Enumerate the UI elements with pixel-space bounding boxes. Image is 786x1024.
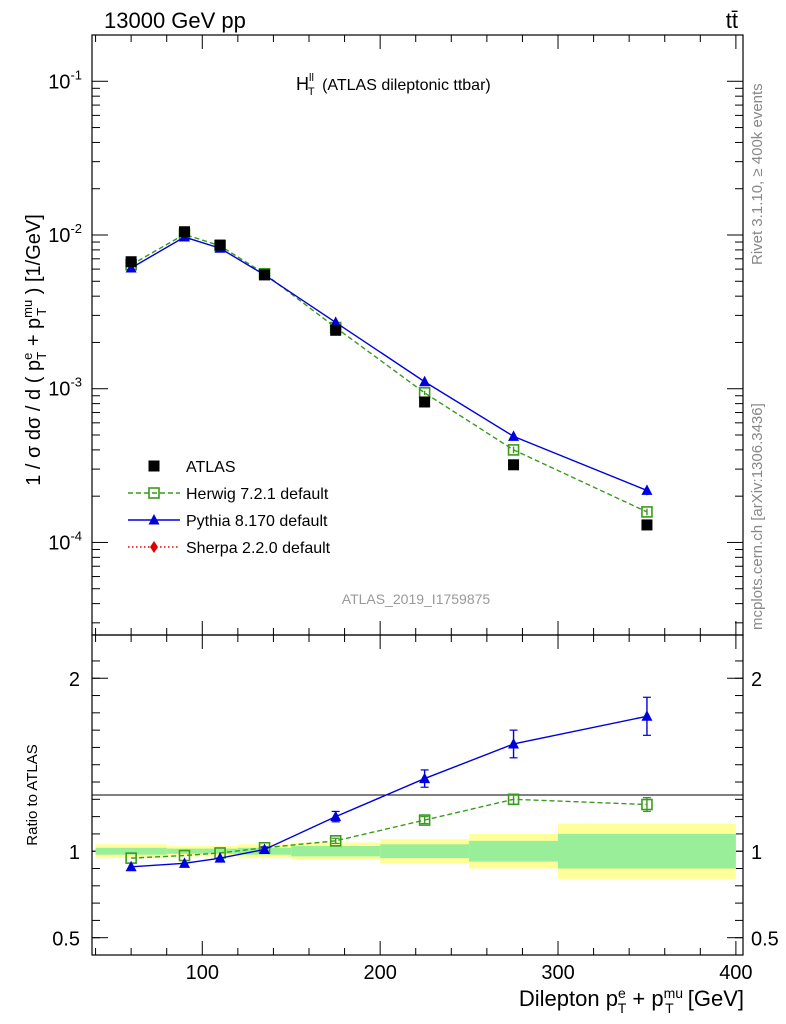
legend: ATLAS Herwig 7.2.1 default Pythia 8.170 de… <box>128 459 331 557</box>
legend-label: Sherpa 2.2.0 default <box>186 540 331 557</box>
uncertainty-band-inner <box>202 848 238 854</box>
legend-marker <box>150 541 158 553</box>
y-tick-label: 10-4 <box>48 528 82 554</box>
title-rest: (ATLAS dileptonic ttbar) <box>318 77 491 94</box>
data-point <box>641 484 653 495</box>
legend-label: ATLAS <box>186 459 236 476</box>
data-point <box>508 459 520 471</box>
ratio-point <box>178 857 190 868</box>
uncertainty-band-inner <box>95 847 167 855</box>
ratio-point <box>508 737 520 749</box>
y-tick-label: 10-3 <box>48 375 82 401</box>
ratio-point <box>418 814 431 826</box>
x-tick-label: 200 <box>363 962 396 984</box>
title-main: H <box>296 74 309 94</box>
title-superscript: ll <box>309 72 314 84</box>
legend-entry: Herwig 7.2.1 default <box>128 486 329 503</box>
ratio-y-tick-label: 2 <box>69 669 80 691</box>
ratio-y-tick-label-right: 0.5 <box>751 929 779 951</box>
x-tick-label: 100 <box>186 962 219 984</box>
y-tick-label-base: 10 <box>48 532 70 554</box>
ratio-y-tick-label-right: 2 <box>751 669 762 691</box>
ratio-series-line <box>131 798 647 859</box>
title-subscript: T <box>308 86 315 98</box>
plot-title: Hll T (ATLAS dileptonic ttbar) <box>296 72 491 98</box>
data-point <box>330 316 342 327</box>
data-point <box>641 506 653 518</box>
y-tick-label: 10-2 <box>48 221 82 247</box>
data-point <box>419 396 431 408</box>
data-point <box>125 262 137 273</box>
data-point <box>330 324 342 336</box>
legend-entry: Sherpa 2.2.0 default <box>128 540 331 557</box>
data-point <box>508 430 520 441</box>
ratio-point <box>641 710 653 721</box>
y-tick-label-base: 10 <box>48 379 70 401</box>
ratio-y-tick-label: 0.5 <box>52 929 80 951</box>
series-line <box>130 233 648 513</box>
ratio-point <box>214 852 226 863</box>
ratio-series-line <box>131 715 648 868</box>
data-point <box>214 239 226 251</box>
ratio-y-tick-label-right: 1 <box>751 842 762 864</box>
legend-label: Herwig 7.2.1 default <box>186 486 329 503</box>
process-label: tt̄ <box>726 8 738 33</box>
ratio-point <box>419 772 431 784</box>
data-point <box>259 269 271 281</box>
uncertainty-band-inner <box>558 833 736 869</box>
legend-label: Pythia 8.170 default <box>186 513 328 530</box>
ratio-point <box>330 810 342 822</box>
y-tick-label-exponent: -3 <box>70 375 82 390</box>
main-y-axis-label: 1 / σ dσ / d ( peT + pmuT ) [1/GeV] <box>20 214 49 486</box>
ratio-point <box>259 843 271 854</box>
main-axis-ticks: 10-410-310-210-1 <box>48 34 743 635</box>
legend-entry: Pythia 8.170 default <box>128 513 328 530</box>
y-tick-label-base: 10 <box>48 71 70 93</box>
ratio-series-layer <box>125 696 653 872</box>
data-point <box>178 226 190 238</box>
y-tick-label-exponent: -4 <box>70 528 82 543</box>
main-series-layer <box>125 226 653 531</box>
uncertainty-band-inner <box>469 840 559 862</box>
x-tick-label: 300 <box>541 962 574 984</box>
ratio-y-tick-label: 1 <box>69 842 80 864</box>
ratio-point <box>641 798 653 811</box>
legend-marker <box>148 487 160 499</box>
ratio-y-axis-label: Ratio to ATLAS <box>24 744 41 845</box>
series-line <box>130 236 648 492</box>
x-tick-label: 400 <box>719 962 752 984</box>
ratio-point <box>329 835 342 847</box>
analysis-watermark: ATLAS_2019_I1759875 <box>342 591 491 607</box>
data-point <box>507 444 520 456</box>
data-point <box>419 375 431 387</box>
x-axis-label: Dilepton pe T + pmu T [GeV] <box>519 985 744 1016</box>
ratio-point <box>125 860 137 872</box>
ratio-uncertainty-bands <box>95 823 736 879</box>
legend-entry: ATLAS <box>148 459 236 476</box>
ratio-axis-ticks: 0.5 0.5 1 1 2 2 100 200 300 400 <box>52 635 779 984</box>
uncertainty-band-inner <box>291 846 381 857</box>
legend-marker <box>148 460 160 472</box>
data-point <box>125 256 137 268</box>
energy-label: 13000 GeV pp <box>104 8 246 33</box>
ratio-point <box>507 793 520 806</box>
y-tick-label-exponent: -2 <box>70 221 82 236</box>
legend-marker <box>148 514 160 525</box>
mcplots-side-label: mcplots.cern.ch [arXiv:1306.3436] <box>749 403 766 630</box>
uncertainty-band-inner <box>380 844 470 859</box>
rivet-side-label: Rivet 3.1.10, ≥ 400k events <box>749 83 766 265</box>
data-point <box>641 519 653 531</box>
y-tick-label-exponent: -1 <box>70 67 82 82</box>
y-tick-label: 10-1 <box>48 67 82 93</box>
y-tick-label-base: 10 <box>48 225 70 247</box>
